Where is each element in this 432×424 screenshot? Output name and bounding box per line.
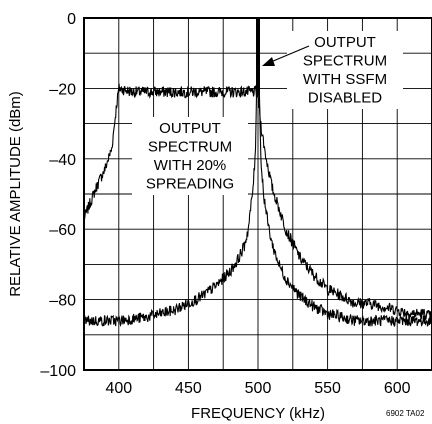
- annotation-ssfm-disabled-bg: [287, 31, 403, 109]
- x-axis-label: FREQUENCY (kHz): [191, 405, 325, 422]
- x-tick-label: 550: [314, 380, 341, 397]
- x-tick-label: 600: [384, 380, 411, 397]
- figure-id: 6902 TA02: [386, 409, 425, 418]
- annotation-arrowhead: [262, 57, 275, 66]
- y-tick-label: –80: [49, 293, 76, 310]
- y-axis-label: RELATIVE AMPLITUDE (dBm): [7, 91, 24, 297]
- annotation-20pct-spreading-bg: [132, 117, 248, 195]
- tick-labels: 0 –20 –40 –60 –80 –100 400 450 500 550 600: [40, 11, 410, 397]
- x-tick-label: 400: [105, 380, 132, 397]
- annotation-20pct-spreading-line: OUTPUT: [159, 120, 221, 137]
- y-tick-label: –60: [49, 222, 76, 239]
- annotation-ssfm-disabled-line: WITH SSFM: [303, 71, 387, 88]
- x-tick-label: 450: [175, 380, 202, 397]
- y-tick-label: –20: [49, 81, 76, 98]
- annotation-ssfm-disabled-line: OUTPUT: [314, 34, 376, 51]
- annotation-ssfm-disabled-line: DISABLED: [308, 90, 382, 107]
- y-tick-label: 0: [67, 11, 76, 28]
- x-tick-label: 500: [245, 380, 272, 397]
- y-tick-label: –100: [40, 363, 76, 380]
- annotation-20pct-spreading-line: SPECTRUM: [148, 139, 232, 156]
- annotation-20pct-spreading-line: WITH 20%: [154, 157, 227, 174]
- series-layer: [83, 18, 432, 328]
- y-tick-label: –40: [49, 152, 76, 169]
- annotation-ssfm-disabled-line: SPECTRUM: [303, 53, 387, 70]
- annotation-20pct-spreading-line: SPREADING: [146, 176, 234, 193]
